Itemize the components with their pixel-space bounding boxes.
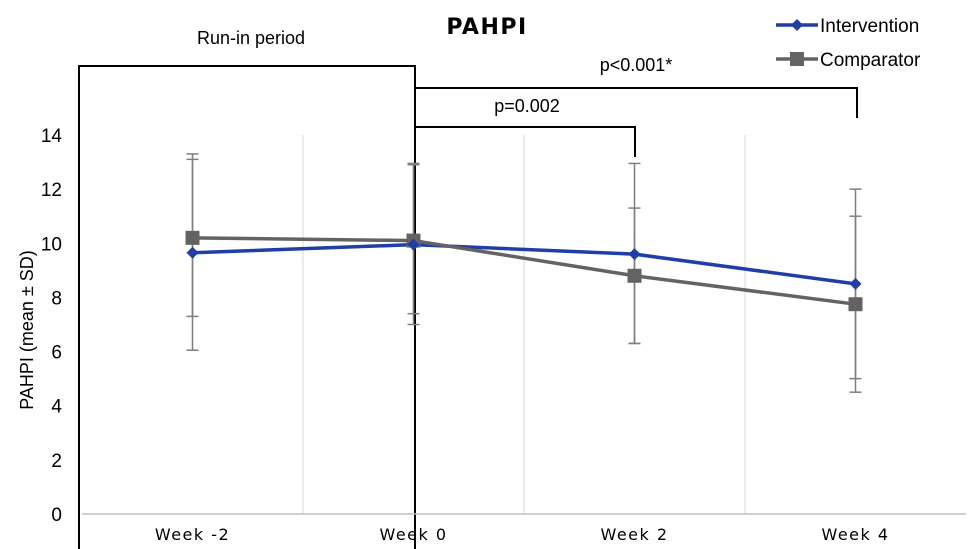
run-in-period-label: Run-in period [197, 28, 305, 48]
comparator-point [185, 230, 200, 245]
legend-marker [791, 19, 803, 31]
y-axis-label: PAHPI (mean ± SD) [17, 250, 37, 410]
legend: Intervention Comparator [776, 16, 921, 71]
x-tick-label: Week -2 [155, 525, 230, 544]
comparator-line [192, 236, 856, 306]
p-value-week2: p=0.002 [494, 96, 560, 116]
y-tick-label: 4 [51, 397, 62, 418]
significance-brackets [414, 87, 858, 157]
y-tick-label: 12 [41, 180, 62, 201]
intervention-line [192, 242, 856, 286]
y-tick-label: 0 [51, 505, 62, 526]
series-lines [192, 236, 856, 306]
legend-label: Comparator [820, 50, 921, 71]
x-tick-label: Week 0 [379, 525, 447, 544]
p-value-week4: p<0.001* [600, 55, 673, 75]
run-in-period-rect [78, 65, 416, 549]
y-tick-labels: 0 2 4 6 8 10 12 14 [41, 126, 63, 526]
week2-bracket [414, 126, 636, 157]
legend-marker [790, 52, 804, 66]
x-tick-label: Week 2 [600, 525, 668, 544]
series-markers [185, 230, 863, 312]
comparator-point [627, 268, 642, 283]
legend-label: Intervention [820, 16, 919, 37]
intervention-point [849, 277, 862, 290]
y-tick-label: 6 [51, 343, 62, 364]
x-tick-label: Week 4 [821, 525, 889, 544]
y-tick-label: 2 [51, 451, 62, 472]
week4-bracket [414, 87, 858, 118]
comparator-point [848, 297, 863, 312]
vertical-gridlines [302, 135, 746, 514]
intervention-point [628, 248, 641, 261]
run-in-period-box [78, 65, 416, 549]
x-tick-labels: Week -2 Week 0 Week 2 Week 4 [155, 525, 889, 544]
intervention-point [407, 238, 420, 251]
y-tick-label: 14 [41, 126, 63, 147]
y-tick-label: 10 [41, 234, 62, 255]
chart-title: PAHPI [446, 15, 527, 40]
intervention-point [186, 246, 199, 259]
y-tick-label: 8 [51, 288, 62, 309]
